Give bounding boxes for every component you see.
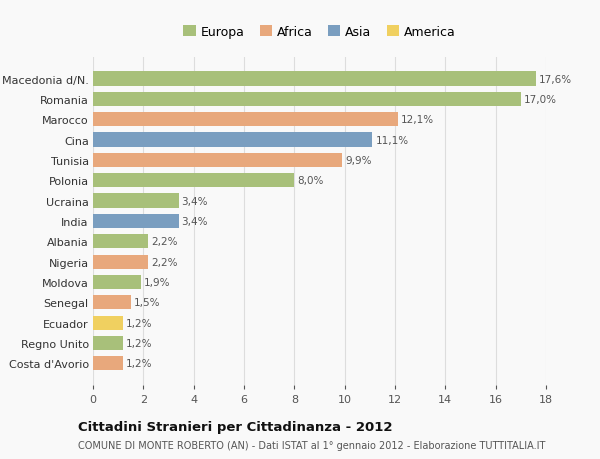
Bar	[93, 93, 521, 107]
Text: 2,2%: 2,2%	[151, 257, 178, 267]
Text: 1,9%: 1,9%	[144, 277, 170, 287]
Bar	[93, 235, 148, 249]
Text: 3,4%: 3,4%	[182, 217, 208, 226]
Text: 1,5%: 1,5%	[134, 298, 160, 308]
Text: Cittadini Stranieri per Cittadinanza - 2012: Cittadini Stranieri per Cittadinanza - 2…	[78, 420, 392, 433]
Text: 9,9%: 9,9%	[345, 156, 371, 166]
Bar	[93, 72, 536, 86]
Text: 1,2%: 1,2%	[126, 358, 153, 369]
Text: 8,0%: 8,0%	[298, 176, 324, 186]
Bar	[93, 316, 123, 330]
Text: 12,1%: 12,1%	[401, 115, 434, 125]
Bar	[93, 336, 123, 350]
Text: COMUNE DI MONTE ROBERTO (AN) - Dati ISTAT al 1° gennaio 2012 - Elaborazione TUTT: COMUNE DI MONTE ROBERTO (AN) - Dati ISTA…	[78, 440, 545, 450]
Text: 17,0%: 17,0%	[524, 95, 557, 105]
Bar	[93, 174, 295, 188]
Bar	[93, 296, 131, 310]
Bar	[93, 275, 141, 290]
Bar	[93, 133, 373, 147]
Text: 11,1%: 11,1%	[376, 135, 409, 145]
Text: 1,2%: 1,2%	[126, 318, 153, 328]
Text: 17,6%: 17,6%	[539, 74, 572, 84]
Text: 2,2%: 2,2%	[151, 237, 178, 247]
Bar	[93, 214, 179, 229]
Bar	[93, 255, 148, 269]
Text: 1,2%: 1,2%	[126, 338, 153, 348]
Bar	[93, 153, 342, 168]
Bar	[93, 194, 179, 208]
Bar	[93, 113, 398, 127]
Bar	[93, 357, 123, 370]
Text: 3,4%: 3,4%	[182, 196, 208, 206]
Legend: Europa, Africa, Asia, America: Europa, Africa, Asia, America	[178, 21, 461, 44]
